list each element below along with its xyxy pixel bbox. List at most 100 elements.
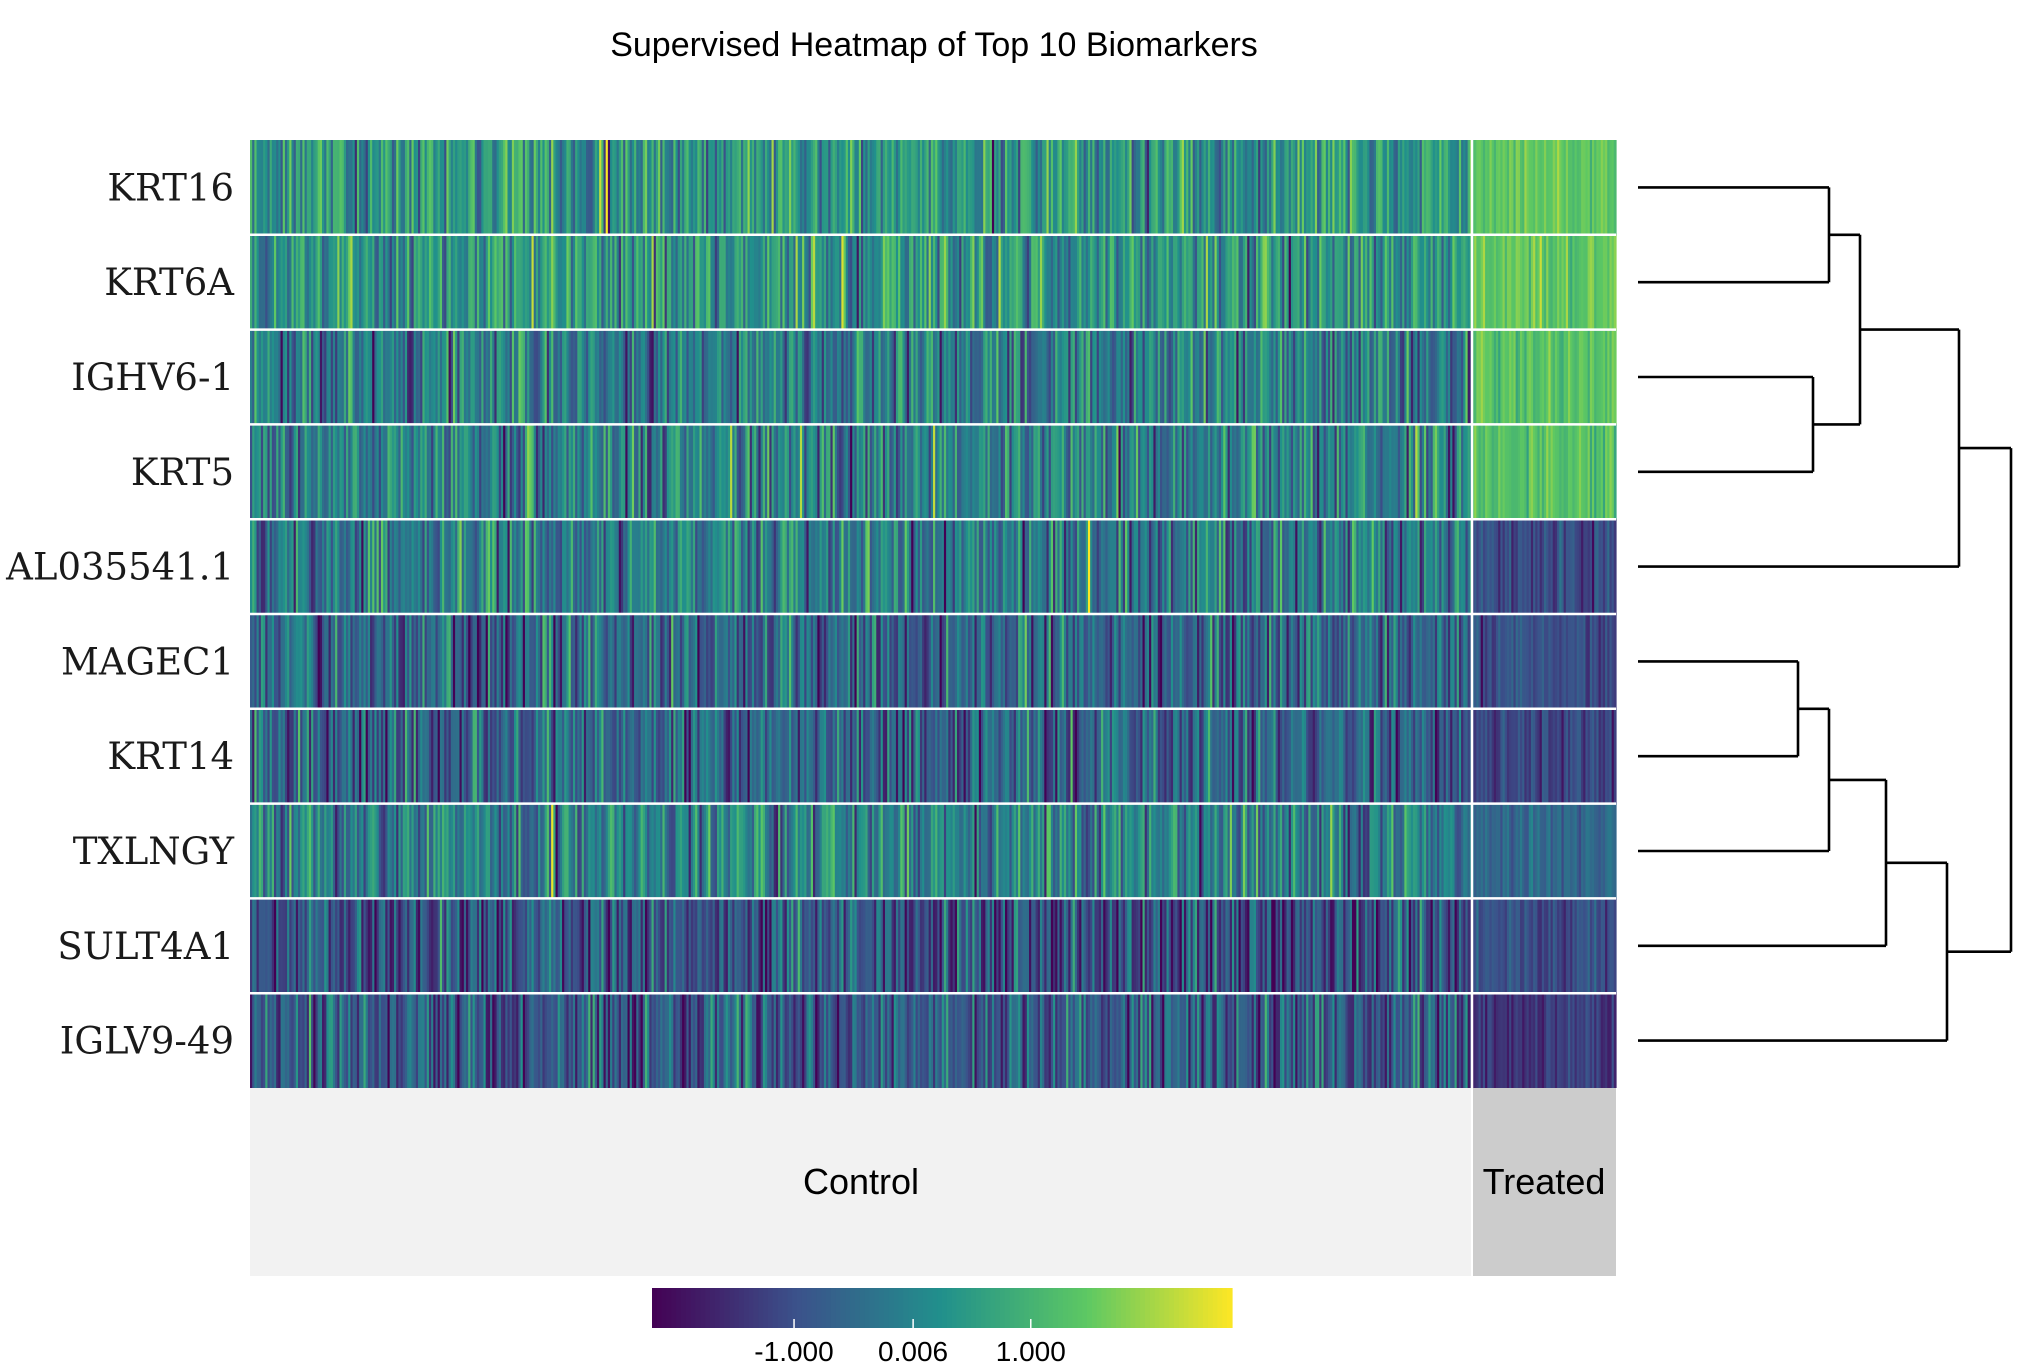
heatmap-cell: [686, 519, 690, 614]
heatmap-cell: [1033, 614, 1037, 709]
heatmap-cell: [620, 140, 624, 235]
heatmap-cell: [858, 234, 862, 330]
heatmap-cell: [463, 708, 467, 804]
heatmap-cell: [1345, 329, 1349, 425]
heatmap-cell: [1225, 614, 1229, 709]
heatmap-cell: [343, 708, 347, 804]
heatmap-cell: [749, 234, 753, 330]
heatmap-cell: [1264, 329, 1268, 425]
heatmap-cell: [1399, 329, 1403, 425]
heatmap-cell: [893, 614, 897, 709]
heatmap-cell: [1380, 329, 1384, 425]
heatmap-cell: [511, 424, 515, 520]
heatmap-cell: [1070, 424, 1074, 520]
heatmap-cell: [1192, 234, 1196, 330]
heatmap-cell: [300, 140, 303, 235]
heatmap-cell: [359, 708, 362, 804]
heatmap-cell: [1258, 424, 1261, 520]
heatmap-cell: [542, 424, 546, 520]
heatmap-cell: [1122, 329, 1126, 425]
heatmap-cell: [492, 424, 495, 520]
heatmap-cell: [1421, 140, 1425, 235]
heatmap-cell: [1568, 519, 1571, 614]
heatmap-cell: [775, 708, 779, 804]
heatmap-cell: [263, 519, 266, 614]
heatmap-cell: [723, 424, 727, 520]
heatmap-cell: [747, 708, 751, 804]
heatmap-cell: [572, 329, 576, 425]
heatmap-cell: [1498, 329, 1501, 425]
heatmap-cell: [1070, 329, 1074, 425]
heatmap-cell: [1116, 140, 1120, 235]
heatmap-cell: [1611, 140, 1615, 235]
heatmap-cell: [876, 519, 880, 614]
heatmap-cell: [1347, 140, 1351, 235]
heatmap-cell: [771, 140, 775, 235]
heatmap-cell: [987, 140, 991, 235]
heatmap-cell: [996, 329, 1000, 425]
heatmap-cell: [837, 614, 840, 709]
heatmap-cell: [1513, 329, 1517, 425]
heatmap-cell: [306, 708, 310, 804]
heatmap-cell: [1286, 140, 1290, 235]
heatmap-cell: [1229, 519, 1233, 614]
heatmap-cell: [1423, 519, 1427, 614]
heatmap-cell: [1504, 708, 1508, 804]
heatmap-cell: [1188, 708, 1192, 804]
heatmap-cell: [535, 519, 539, 614]
heatmap-cell: [503, 329, 506, 425]
heatmap-cell: [1472, 708, 1475, 804]
heatmap-cell: [987, 424, 991, 520]
heatmap-cell: [1386, 708, 1390, 804]
heatmap-cell: [826, 519, 829, 614]
heatmap-cell: [1332, 803, 1336, 899]
heatmap-cell: [967, 803, 971, 899]
heatmap-cell: [490, 519, 493, 614]
heatmap-cell: [1369, 614, 1373, 709]
heatmap-cell: [991, 708, 995, 804]
heatmap-cell: [1199, 519, 1203, 614]
heatmap-cell: [1362, 140, 1366, 235]
heatmap-cell: [346, 329, 349, 425]
heatmap-cell: [418, 614, 421, 709]
heatmap-cell: [1271, 424, 1275, 520]
heatmap-cell: [1474, 329, 1477, 425]
heatmap-cell: [1358, 329, 1362, 425]
heatmap-cell: [889, 519, 893, 614]
heatmap-cell: [1288, 329, 1292, 425]
heatmap-cell: [843, 140, 847, 235]
heatmap-cell: [293, 424, 297, 520]
heatmap-cell: [865, 140, 869, 235]
heatmap-cell: [308, 234, 312, 330]
heatmap-cell: [1500, 424, 1504, 520]
heatmap-cell: [1303, 234, 1307, 330]
heatmap-cell: [1002, 803, 1006, 899]
heatmap-cell: [418, 803, 421, 899]
heatmap-cell: [1096, 424, 1100, 520]
heatmap-cell: [985, 424, 989, 520]
heatmap-cell: [400, 708, 404, 804]
heatmap-cell: [786, 424, 790, 520]
heatmap-cell: [1162, 140, 1165, 235]
heatmap-cell: [974, 424, 978, 520]
heatmap-cell: [1286, 803, 1290, 899]
heatmap-cell: [828, 424, 832, 520]
heatmap-cell: [760, 708, 764, 804]
heatmap-cell: [684, 234, 688, 330]
heatmap-cell: [817, 803, 821, 899]
heatmap-cell: [424, 519, 428, 614]
heatmap-cell: [1434, 614, 1438, 709]
heatmap-cell: [1018, 708, 1021, 804]
heatmap-cell: [1081, 329, 1085, 425]
heatmap-cell: [981, 614, 984, 709]
heatmap-cell: [548, 140, 552, 235]
heatmap-cell: [531, 519, 535, 614]
heatmap-cell: [1072, 329, 1076, 425]
heatmap-cell: [1085, 519, 1089, 614]
heatmap-cell: [930, 424, 934, 520]
heatmap-cell: [1367, 614, 1371, 709]
heatmap-cell: [1399, 140, 1403, 235]
heatmap-cell: [308, 614, 312, 709]
heatmap-cell: [1421, 424, 1425, 520]
heatmap-cell: [594, 614, 598, 709]
